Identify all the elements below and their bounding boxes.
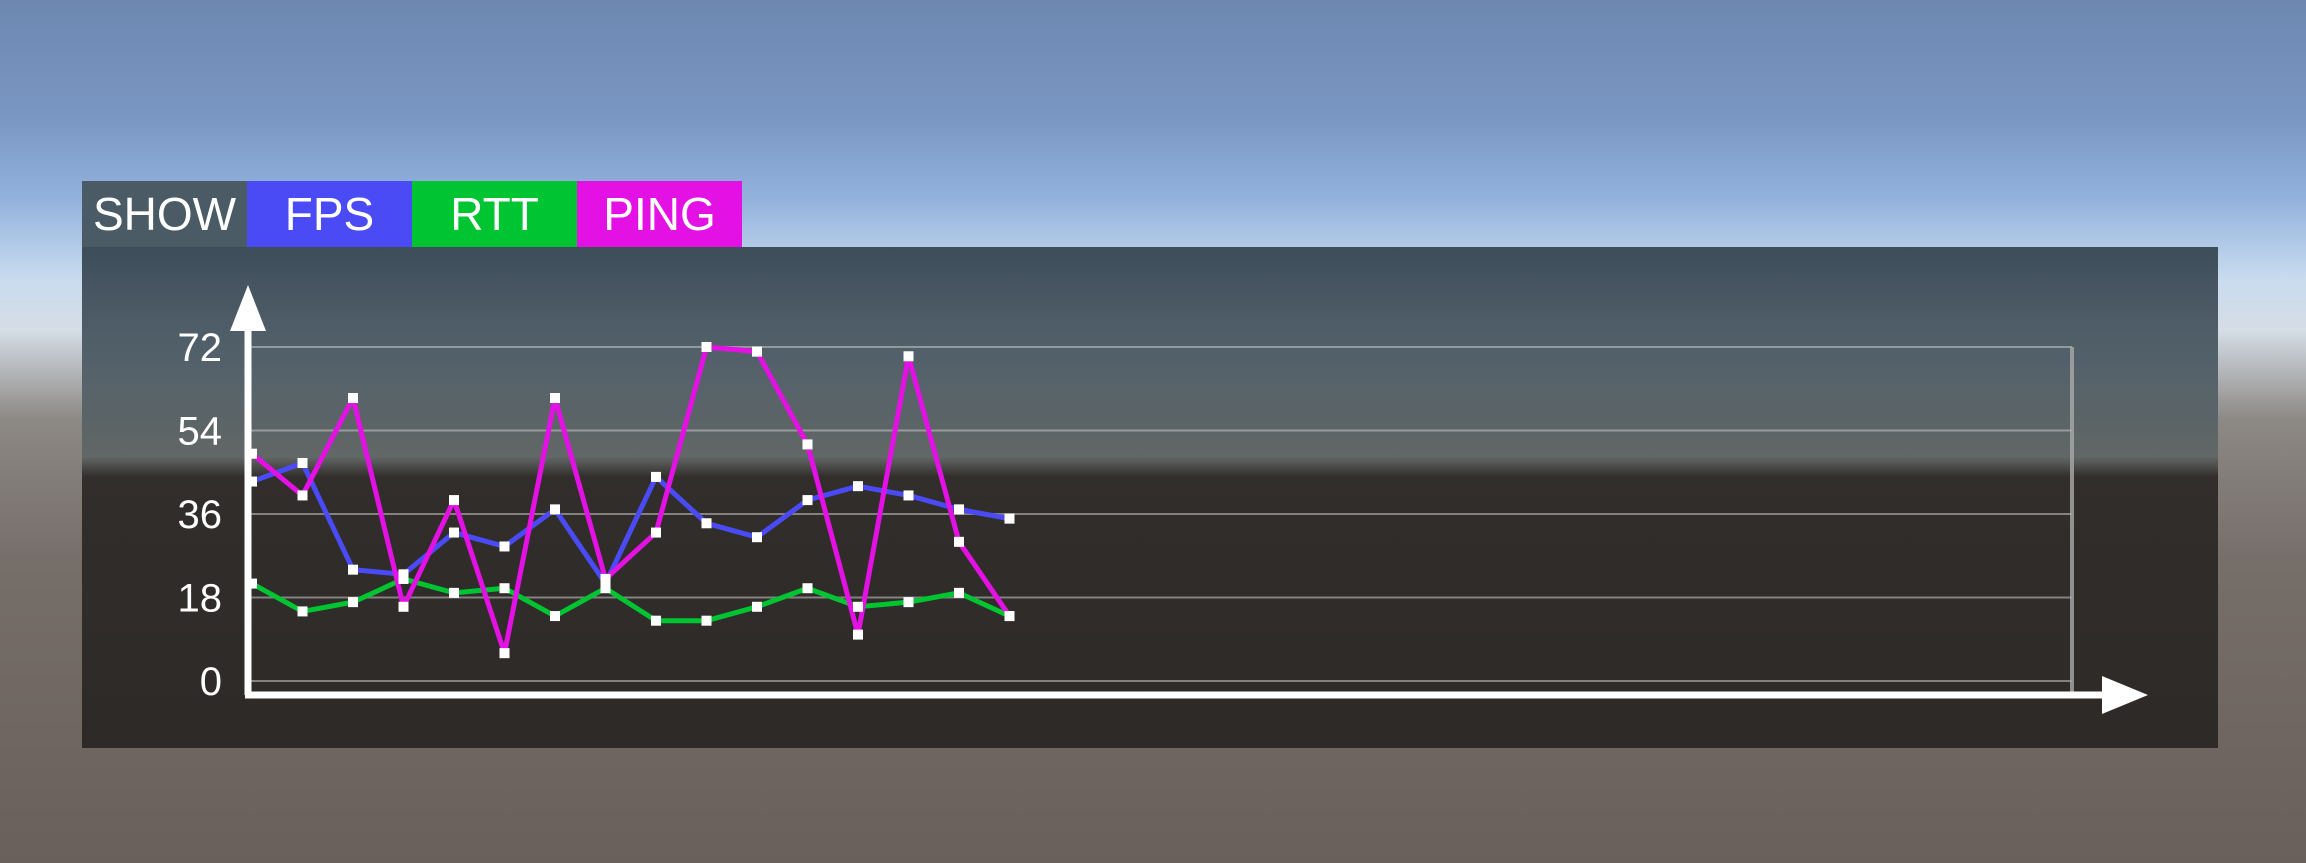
- data-point-rtt: [802, 583, 813, 594]
- data-point-rtt: [954, 587, 964, 598]
- chart-panel: 0 18 36 54 72: [82, 247, 2218, 748]
- data-point-rtt: [398, 573, 409, 584]
- data-point-ping: [903, 351, 914, 362]
- y-tick-label: 18: [178, 577, 223, 621]
- y-tick-label: 72: [178, 326, 223, 370]
- data-point-ping: [853, 629, 863, 640]
- data-point-ping: [651, 527, 661, 538]
- data-point-rtt: [701, 615, 712, 626]
- data-point-fps: [903, 490, 914, 501]
- data-point-rtt: [247, 578, 257, 589]
- data-point-ping: [348, 393, 358, 404]
- series-line-fps: [251, 460, 1010, 587]
- data-point-rtt: [651, 615, 661, 626]
- data-point-fps: [651, 471, 661, 482]
- data-point-rtt: [449, 587, 459, 598]
- series-line-rtt: [250, 576, 1011, 624]
- data-point-fps: [297, 457, 308, 468]
- y-axis-arrow: [230, 285, 266, 331]
- data-point-fps: [449, 527, 459, 538]
- data-point-rtt: [499, 583, 510, 594]
- data-point-ping: [297, 490, 308, 501]
- data-point-rtt: [853, 601, 863, 612]
- show-label: SHOW: [82, 181, 247, 247]
- ping-toggle-button[interactable]: PING: [577, 181, 742, 247]
- data-point-ping: [550, 393, 560, 404]
- line-chart: 0 18 36 54 72: [178, 285, 2148, 714]
- data-point-rtt: [752, 601, 762, 612]
- series-toggle-bar: SHOW FPS RTT PING: [82, 181, 742, 247]
- data-point-fps: [752, 532, 762, 543]
- y-tick-label: 36: [178, 493, 223, 537]
- data-point-fps: [701, 518, 712, 529]
- data-point-ping: [701, 342, 712, 352]
- data-point-ping: [499, 648, 510, 659]
- data-point-fps: [853, 481, 863, 492]
- data-point-ping: [1004, 611, 1015, 622]
- data-point-fps: [1004, 513, 1015, 524]
- data-point-fps: [247, 476, 257, 487]
- data-point-ping: [247, 448, 257, 459]
- data-point-ping: [600, 573, 611, 584]
- data-point-rtt: [297, 606, 308, 617]
- y-tick-label: 54: [178, 410, 223, 454]
- data-point-ping: [954, 536, 964, 547]
- y-tick-label: 0: [200, 660, 222, 704]
- data-point-rtt: [903, 597, 914, 608]
- data-point-ping: [752, 346, 762, 357]
- x-axis-arrow: [2102, 676, 2148, 714]
- data-point-rtt: [348, 597, 358, 608]
- data-point-fps: [954, 504, 964, 515]
- data-point-fps: [802, 495, 813, 506]
- data-point-ping: [449, 495, 459, 506]
- data-point-rtt: [550, 611, 560, 622]
- rtt-toggle-button[interactable]: RTT: [412, 181, 577, 247]
- data-point-ping: [802, 439, 813, 450]
- data-point-fps: [348, 564, 358, 575]
- data-point-rtt: [600, 583, 611, 594]
- data-point-fps: [550, 504, 560, 515]
- data-point-ping: [398, 601, 409, 612]
- fps-toggle-button[interactable]: FPS: [247, 181, 412, 247]
- series-line-ping: [250, 344, 1012, 656]
- data-point-fps: [499, 541, 510, 552]
